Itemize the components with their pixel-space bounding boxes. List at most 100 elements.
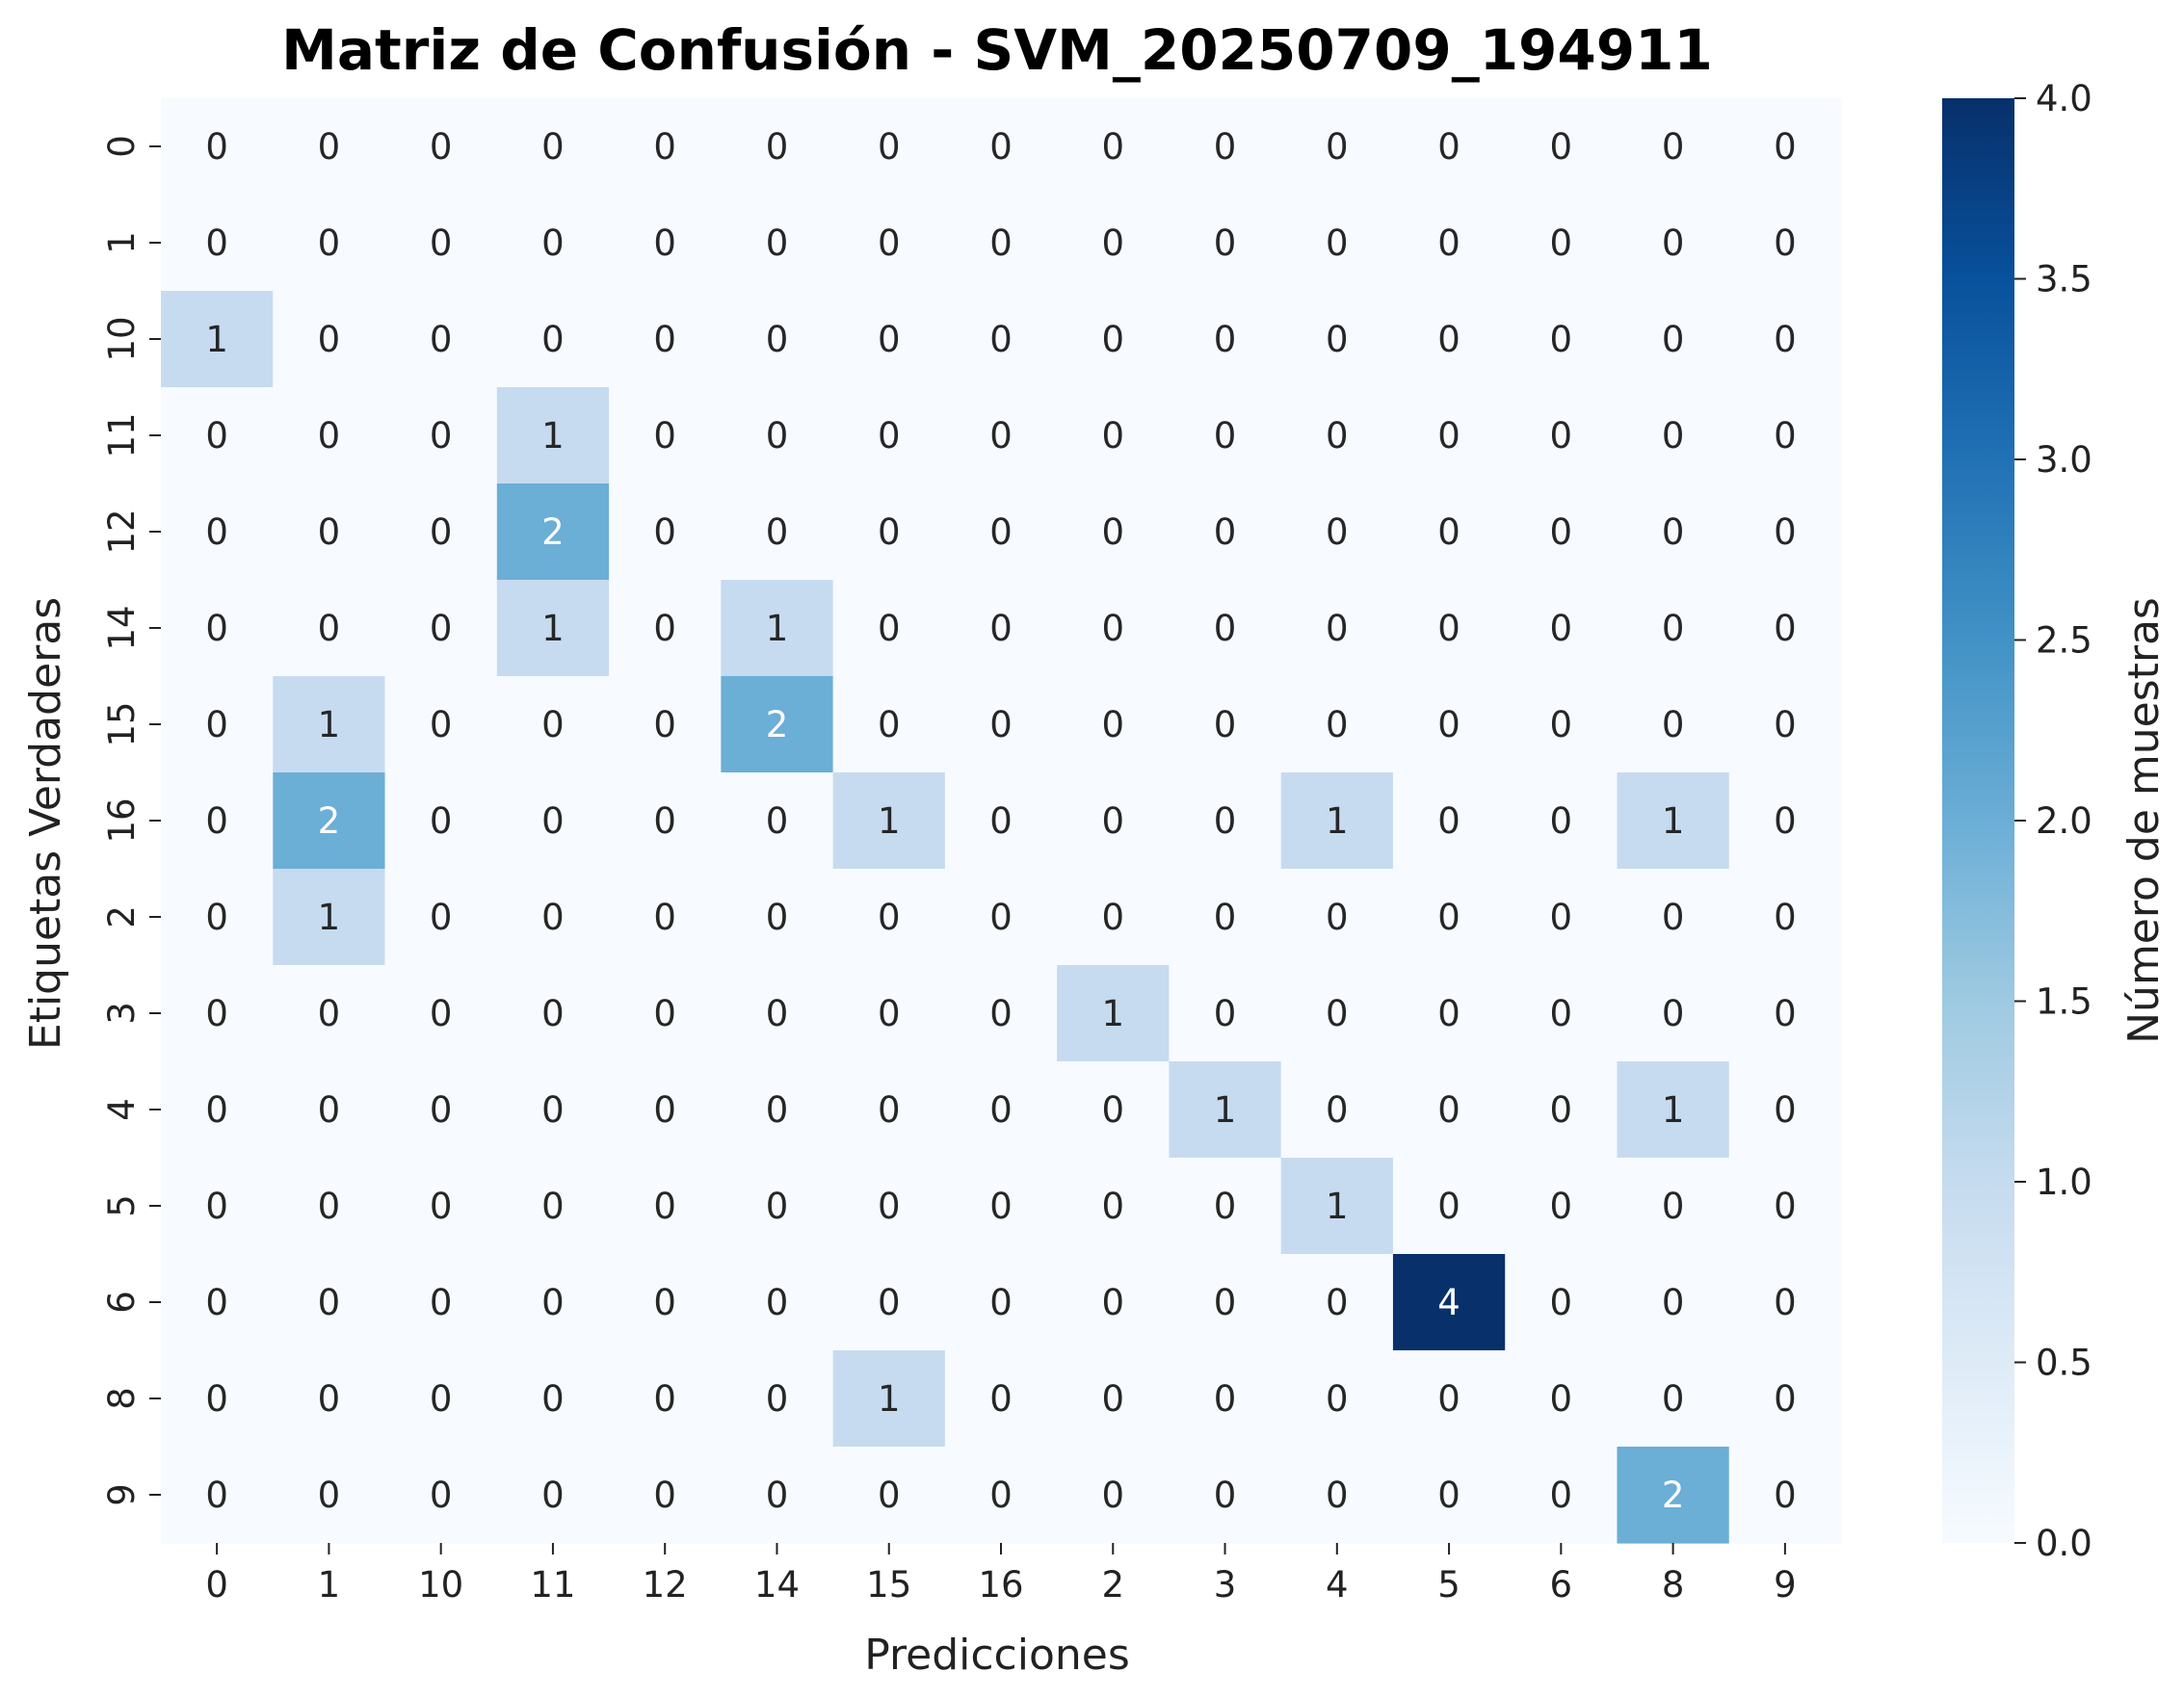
heatmap-cell [1169,676,1282,773]
heatmap-cell [1057,98,1170,196]
heatmap-cell [161,195,274,292]
y-axis-label: Etiquetas Verdaderas [21,597,70,1050]
cell-value-label: 0 [653,1475,676,1516]
heatmap-cell [384,580,498,677]
heatmap-cell [1280,676,1394,773]
heatmap-cell [1728,1158,1842,1255]
heatmap-cell [609,1447,722,1544]
cell-value-label: 0 [541,319,565,360]
heatmap-cell [832,1254,946,1351]
colorbar-gradient [1942,98,2014,1543]
heatmap-cell [384,98,498,196]
cell-value-label: 0 [1326,1282,1349,1323]
cell-value-label: 0 [1214,415,1237,457]
cell-value-label: 0 [1662,319,1685,360]
cell-value-label: 0 [430,511,453,553]
heatmap-cell [1392,1447,1506,1544]
cell-value-label: 0 [653,319,676,360]
cell-value-label: 0 [205,1186,228,1227]
cell-value-label: 0 [430,222,453,264]
heatmap-cell [1505,965,1618,1062]
cell-value-label: 0 [1662,415,1685,457]
cell-value-label: 0 [1101,511,1124,553]
heatmap-cell [1505,291,1618,388]
heatmap-cell [721,1447,834,1544]
heatmap-cell [1169,291,1282,388]
heatmap-cell [609,1061,722,1159]
heatmap-cell [1280,1350,1394,1448]
heatmap-cell [721,98,834,196]
x-tick-label: 12 [643,1564,688,1606]
cell-value-label: 0 [1326,511,1349,553]
heatmap-cell [944,1447,1058,1544]
cell-value-label: 0 [205,1089,228,1131]
heatmap-cell [944,387,1058,484]
heatmap-cell [1392,1158,1506,1255]
x-tick-label: 6 [1550,1564,1573,1606]
cell-value-label: 0 [318,1186,341,1227]
heatmap-cell [721,772,834,870]
cell-value-label: 0 [318,993,341,1034]
cell-value-label: 0 [766,1186,789,1227]
cell-value-label: 0 [1774,993,1797,1034]
cell-value-label: 0 [541,993,565,1034]
cell-value-label: 0 [1326,993,1349,1034]
heatmap-cell [384,387,498,484]
cell-value-label: 0 [1214,608,1237,649]
cell-value-label: 0 [1101,1378,1124,1420]
heatmap-cell [944,772,1058,870]
cell-value-label: 0 [989,1475,1013,1516]
heatmap-cell [1505,98,1618,196]
y-tick-label: 10 [101,316,143,361]
heatmap-cell [384,483,498,581]
cell-value-label: 1 [1101,993,1124,1034]
cell-value-label: 0 [989,1378,1013,1420]
heatmap-cell [1169,580,1282,677]
cell-value-label: 0 [205,897,228,938]
cell-value-label: 0 [1662,608,1685,649]
heatmap-cell [1505,195,1618,292]
cell-value-label: 0 [878,704,901,745]
cell-value-label: 0 [541,126,565,168]
cell-value-label: 0 [318,1089,341,1131]
heatmap-cell [161,387,274,484]
heatmap-cell [609,869,722,966]
heatmap-cell [1617,483,1730,581]
heatmap-cell [496,676,610,773]
cell-value-label: 0 [653,1186,676,1227]
cell-value-label: 0 [766,222,789,264]
cell-value-label: 0 [1214,1378,1237,1420]
cell-value-label: 0 [1662,993,1685,1034]
heatmap-cell [1169,1254,1282,1351]
cell-value-label: 0 [1774,1089,1797,1131]
cell-value-label: 0 [1101,319,1124,360]
cell-value-label: 0 [1326,897,1349,938]
cell-value-label: 0 [205,993,228,1034]
colorbar-tick-label: 3.0 [2036,439,2092,481]
cell-value-label: 0 [1662,704,1685,745]
y-tick-label: 1 [101,231,143,254]
heatmap-cells: 0 0 0 0 0 0 0 0 0 0 0 0 0 0 0 0 0 0 0 0 0 0 0 0 0 0 0 0 0 0 1 0 0 0 0 0 0 0 0 0… [161,98,1842,1544]
heatmap-cell [1392,1061,1506,1159]
cell-value-label: 0 [430,1089,453,1131]
heatmap-cell [721,195,834,292]
cell-value-label: 0 [1774,1378,1797,1420]
cell-value-label: 0 [878,897,901,938]
heatmap-cell [944,98,1058,196]
heatmap-cell [1057,580,1170,677]
heatmap-cell [496,483,610,581]
heatmap-cell [721,580,834,677]
heatmap-cell [384,965,498,1062]
cell-value-label: 0 [1214,800,1237,842]
cell-value-label: 0 [989,222,1013,264]
cell-value-label: 0 [653,897,676,938]
cell-value-label: 0 [318,222,341,264]
cell-value-label: 0 [653,993,676,1034]
heatmap-cell [1392,676,1506,773]
heatmap-cell [721,1061,834,1159]
cell-value-label: 0 [1326,126,1349,168]
heatmap-cell [273,1447,386,1544]
cell-value-label: 1 [1662,1089,1685,1131]
cell-value-label: 0 [1550,800,1573,842]
cell-value-label: 0 [1662,897,1685,938]
